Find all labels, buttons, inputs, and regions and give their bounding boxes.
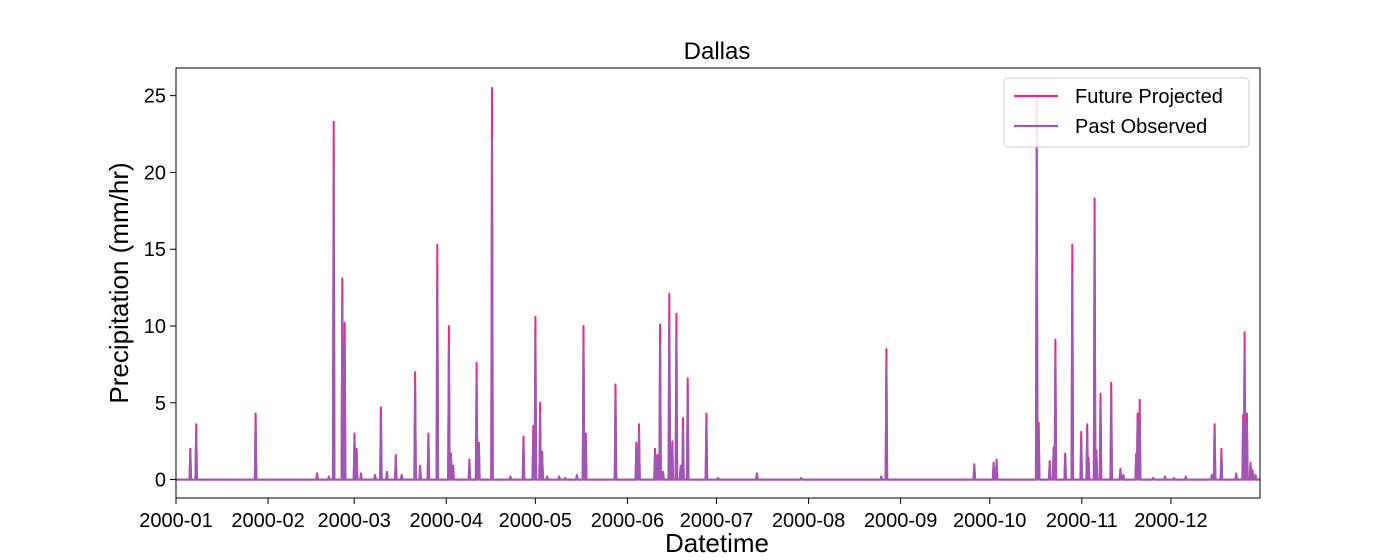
y-tick-label: 10 bbox=[144, 316, 166, 338]
y-tick-label: 15 bbox=[144, 239, 166, 261]
y-tick-label: 0 bbox=[155, 470, 166, 492]
x-tick-label: 2000-03 bbox=[317, 510, 390, 532]
x-tick-label: 2000-02 bbox=[231, 510, 304, 532]
y-axis-label: Precipitation (mm/hr) bbox=[104, 162, 134, 403]
y-tick-label: 5 bbox=[155, 393, 166, 415]
y-axis: 0 5 10 15 20 25 bbox=[144, 86, 176, 492]
legend-box bbox=[1003, 77, 1250, 148]
plot-frame bbox=[175, 67, 1261, 499]
x-axis-label: Datetime bbox=[665, 528, 769, 558]
legend: Future Projected Past Observed bbox=[1003, 77, 1250, 148]
x-tick-label: 2000-05 bbox=[499, 510, 572, 532]
legend-label-future-projected: Future Projected bbox=[1075, 86, 1223, 108]
legend-label-past-observed: Past Observed bbox=[1075, 116, 1207, 138]
x-tick-label: 2000-09 bbox=[864, 510, 937, 532]
chart-title: Dallas bbox=[684, 38, 751, 65]
x-tick-label: 2000-06 bbox=[591, 510, 664, 532]
x-tick-label: 2000-07 bbox=[680, 510, 753, 532]
x-tick-label: 2000-11 bbox=[1046, 510, 1118, 532]
x-tick-label: 2000-01 bbox=[139, 510, 212, 532]
x-axis: 2000-01 2000-02 2000-03 2000-04 2000-05 2000-… bbox=[139, 498, 1208, 532]
plot-series bbox=[176, 87, 1260, 481]
y-tick-label: 25 bbox=[144, 86, 166, 108]
series-line-past-observed bbox=[176, 137, 1260, 481]
x-tick-label: 2000-08 bbox=[772, 510, 845, 532]
x-tick-label: 2000-10 bbox=[953, 510, 1026, 532]
x-tick-label: 2000-04 bbox=[410, 510, 483, 532]
y-tick-label: 20 bbox=[144, 162, 166, 184]
x-tick-label: 2000-12 bbox=[1134, 510, 1207, 532]
